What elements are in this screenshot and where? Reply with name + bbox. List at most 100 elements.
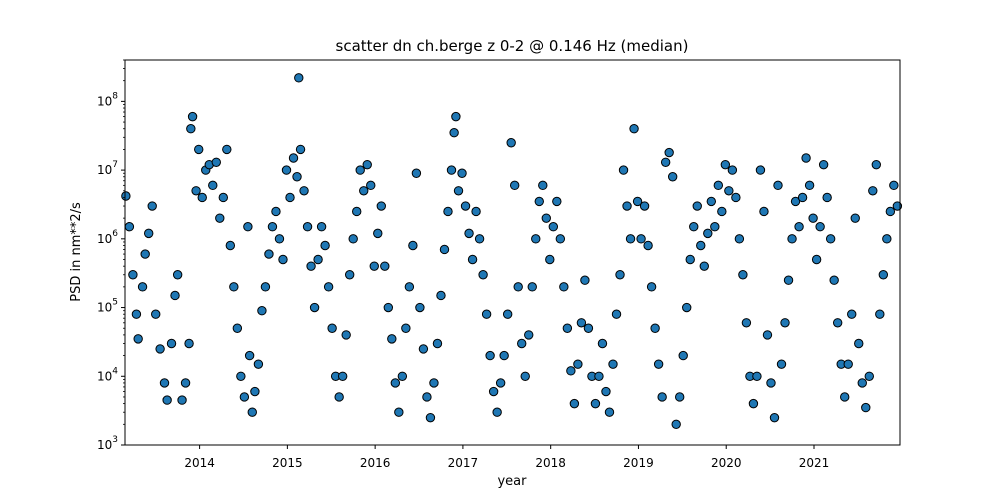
data-point [285,192,295,203]
data-point [197,192,207,203]
data-point [383,302,394,313]
data-point [187,111,198,122]
data-point [492,407,502,417]
data-point [710,222,720,232]
data-point [840,392,850,402]
data-point [306,261,316,271]
data-point [215,213,225,223]
data-point [871,159,881,170]
data-point [818,159,829,170]
data-point [625,234,636,244]
data-point [517,338,527,349]
data-point [506,138,516,148]
data-point [692,201,702,211]
data-point [408,240,418,251]
data-point [580,275,590,285]
data-point [449,128,459,138]
data-point [432,338,443,349]
data-point [646,282,657,292]
data-point [801,153,811,163]
data-point [211,157,221,167]
data-point [727,165,738,175]
data-point [762,330,773,340]
data-point [576,318,587,328]
data-point [418,344,429,354]
data-point [316,222,327,232]
data-point [184,338,194,349]
data-point [429,378,439,388]
data-point [776,359,787,369]
data-point [180,378,191,388]
data-point [232,323,243,333]
data-point [843,359,853,369]
data-point [787,234,797,244]
data-point [387,334,397,344]
data-point [144,228,154,239]
data-point [738,270,748,280]
x-tick-label: 2020 [711,456,742,470]
x-tick-label: 2018 [535,456,566,470]
data-point [352,206,362,217]
data-point [162,395,172,405]
data-point [734,234,745,244]
x-tick-label: 2017 [448,456,479,470]
data-point [362,159,372,170]
data-point [467,254,478,265]
data-point [675,392,685,402]
data-point [534,196,544,207]
data-point [250,386,260,397]
data-point [292,172,302,182]
data-point [451,111,461,122]
data-point [538,180,548,191]
data-point [773,180,783,191]
data-point [657,392,667,402]
data-point [194,144,204,155]
data-point [172,270,183,280]
y-tick-label: 105 [97,298,118,315]
data-point [562,323,573,333]
data-point [639,201,650,211]
data-point [825,234,836,244]
data-point [861,402,871,413]
data-point [583,323,594,333]
data-point [720,159,731,170]
data-point [667,172,678,182]
data-point [629,124,639,134]
data-point [260,282,271,292]
data-point [121,191,131,201]
data-point [892,201,903,211]
data-point [611,309,622,319]
data-point [797,192,808,203]
data-point [545,254,555,265]
data-point [783,275,794,285]
scatter-points [121,73,903,430]
data-point [133,334,143,344]
data-point [555,234,566,244]
data-point [344,270,355,280]
data-point [390,378,401,388]
data-point [706,196,716,207]
data-point [527,282,537,292]
data-point [864,371,874,381]
data-point [394,407,404,417]
data-point [264,249,274,259]
data-point [309,302,320,313]
data-point [313,254,323,265]
axes-frame [124,59,901,446]
data-point [664,147,674,158]
data-point [208,180,218,191]
data-point [495,378,506,388]
data-point [247,407,257,417]
data-point [341,330,351,340]
data-point [552,196,562,207]
data-point [488,386,499,397]
data-point [124,222,135,232]
data-point [794,222,804,232]
data-point [829,275,839,285]
data-point [857,378,867,388]
data-point [804,180,815,191]
data-point [267,222,278,232]
data-point [274,234,285,244]
